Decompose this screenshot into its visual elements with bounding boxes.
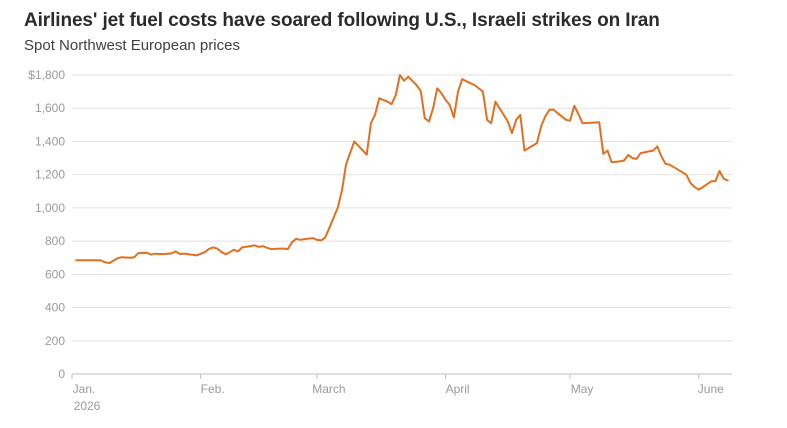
chart-title: Airlines' jet fuel costs have soared fol… xyxy=(24,10,660,31)
y-tick-label: 1,400 xyxy=(35,134,65,148)
x-tick-label: April xyxy=(446,382,470,396)
x-tick-label: March xyxy=(312,382,345,396)
y-tick-label: $1,800 xyxy=(28,68,65,82)
y-tick-label: 400 xyxy=(45,301,65,315)
chart-subtitle: Spot Northwest European prices xyxy=(24,37,240,54)
y-tick-label: 600 xyxy=(45,267,65,281)
y-tick-label: 1,600 xyxy=(35,101,65,115)
y-tick-label: 0 xyxy=(58,367,65,381)
x-tick-label: May xyxy=(571,382,594,396)
x-tick-sublabel: 2026 xyxy=(74,399,101,413)
x-tick-label: June xyxy=(698,382,724,396)
y-tick-label: 800 xyxy=(45,234,65,248)
y-tick-label: 1,200 xyxy=(35,168,65,182)
series-line-jet-fuel-price xyxy=(75,74,729,264)
x-tick-label: Feb. xyxy=(201,382,225,396)
y-tick-label: 1,000 xyxy=(35,201,65,215)
y-tick-label: 200 xyxy=(45,334,65,348)
x-tick-label: Jan. xyxy=(73,382,96,396)
